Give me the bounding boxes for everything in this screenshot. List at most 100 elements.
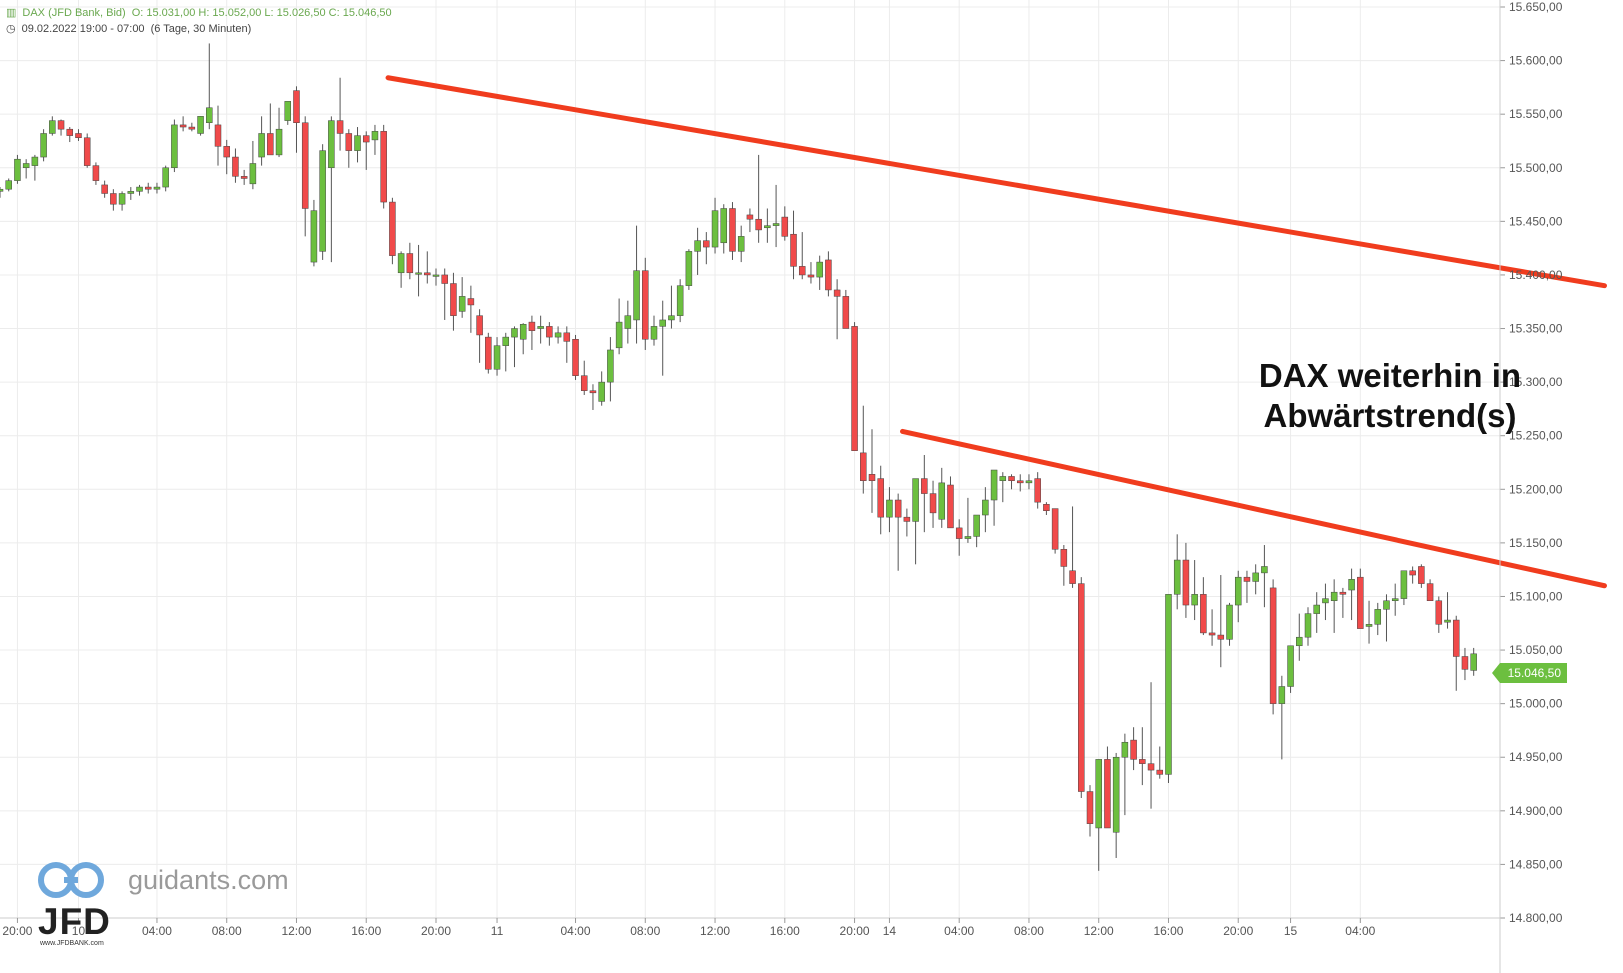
candle bbox=[1444, 592, 1451, 629]
candle bbox=[1112, 752, 1120, 858]
chart-header: ▥ DAX (JFD Bank, Bid) O: 15.031,00 H: 15.0… bbox=[6, 6, 398, 19]
candle-body bbox=[345, 133, 353, 151]
candle-body bbox=[1016, 480, 1024, 484]
candle bbox=[1043, 502, 1050, 516]
candle bbox=[1182, 542, 1190, 618]
candle-body bbox=[5, 180, 12, 190]
candle-body bbox=[1025, 480, 1033, 484]
candle-body bbox=[31, 156, 39, 166]
candle bbox=[5, 178, 12, 192]
candle bbox=[1461, 647, 1469, 681]
x-tick-label: 20:00 bbox=[2, 924, 32, 938]
y-tick-label: 15.400,00 bbox=[1509, 268, 1563, 282]
candle bbox=[336, 77, 344, 151]
candle bbox=[1304, 607, 1312, 646]
candle bbox=[441, 268, 448, 320]
candle bbox=[40, 129, 47, 162]
candle-body bbox=[703, 240, 710, 248]
candle bbox=[668, 285, 675, 329]
x-tick-label: 20:00 bbox=[421, 924, 451, 938]
candle bbox=[938, 467, 946, 528]
candle bbox=[580, 360, 588, 395]
candle-body bbox=[1243, 576, 1251, 582]
candle-body bbox=[1269, 587, 1277, 704]
candle bbox=[328, 116, 335, 263]
y-tick-label: 15.450,00 bbox=[1509, 214, 1563, 228]
candle-body bbox=[1374, 609, 1382, 625]
candle-body bbox=[441, 274, 448, 284]
candle bbox=[650, 315, 658, 346]
candle bbox=[1069, 506, 1076, 588]
candle bbox=[764, 208, 771, 243]
candle bbox=[232, 148, 239, 183]
candle-body bbox=[1060, 549, 1068, 567]
candle bbox=[912, 478, 919, 565]
candle-body bbox=[424, 272, 431, 276]
candle bbox=[624, 300, 632, 344]
y-tick-label: 15.550,00 bbox=[1509, 107, 1563, 121]
candle-body bbox=[1086, 791, 1094, 824]
candle-body bbox=[1226, 604, 1233, 640]
candle-body bbox=[162, 167, 169, 188]
candle-body bbox=[66, 128, 74, 136]
candle bbox=[642, 257, 649, 350]
y-tick-label: 15.100,00 bbox=[1509, 589, 1563, 603]
candle-body bbox=[301, 122, 309, 209]
candle-body bbox=[275, 128, 283, 156]
candle bbox=[694, 227, 701, 275]
candle-body bbox=[1418, 566, 1425, 584]
candle bbox=[1086, 785, 1094, 837]
candle bbox=[964, 497, 972, 543]
x-tick-label: 12:00 bbox=[1084, 924, 1114, 938]
candle bbox=[1034, 472, 1041, 509]
candle-body bbox=[1435, 600, 1443, 625]
candle bbox=[450, 272, 457, 331]
candle-body bbox=[860, 452, 867, 481]
candle bbox=[598, 371, 605, 406]
candle bbox=[633, 225, 640, 344]
candle bbox=[57, 119, 65, 136]
x-tick-label: 16:00 bbox=[1153, 924, 1183, 938]
candle-body bbox=[1426, 583, 1434, 602]
candle bbox=[1130, 727, 1137, 771]
candle-body bbox=[615, 321, 623, 349]
candle-body bbox=[868, 474, 876, 481]
candle bbox=[729, 202, 736, 260]
candle-body bbox=[563, 332, 571, 342]
candle-body bbox=[136, 186, 143, 192]
y-tick-label: 15.600,00 bbox=[1509, 54, 1563, 68]
x-tick-label: 04:00 bbox=[561, 924, 591, 938]
candle-body bbox=[886, 499, 893, 518]
candle-body bbox=[1287, 645, 1294, 687]
candle bbox=[415, 244, 422, 297]
candle-body bbox=[729, 208, 736, 252]
candle-body bbox=[642, 270, 649, 340]
candle-body bbox=[737, 236, 745, 252]
candle-body bbox=[798, 266, 806, 276]
candle-body bbox=[1252, 572, 1259, 582]
x-axis: 20:00 10 04:00 08:00 12:00 16:00 20:00 11 04:00 0… bbox=[0, 917, 1500, 938]
candle-body bbox=[1104, 759, 1111, 829]
candle bbox=[851, 322, 858, 451]
instrument-name: DAX (JFD Bank, Bid) bbox=[22, 7, 126, 19]
candle bbox=[118, 191, 126, 211]
candle-body bbox=[947, 484, 954, 529]
y-tick-label: 15.650,00 bbox=[1509, 0, 1563, 14]
candle bbox=[1217, 575, 1225, 668]
y-tick-label: 14.950,00 bbox=[1509, 750, 1563, 764]
x-tick-label: 20:00 bbox=[840, 924, 870, 938]
candle-body bbox=[519, 323, 527, 340]
candle bbox=[1025, 474, 1033, 490]
candle-body bbox=[1051, 508, 1059, 550]
candle-body bbox=[528, 321, 536, 331]
candle-body bbox=[1278, 686, 1286, 704]
candle-body bbox=[57, 120, 65, 130]
candle-body bbox=[1383, 600, 1390, 610]
candle-body bbox=[354, 135, 361, 151]
candle-body bbox=[554, 332, 562, 338]
candle bbox=[1095, 759, 1102, 871]
candle-body bbox=[467, 298, 475, 306]
candle bbox=[284, 101, 292, 125]
logo-url: www.JFDBANK.com bbox=[40, 940, 104, 947]
candle bbox=[572, 334, 579, 380]
